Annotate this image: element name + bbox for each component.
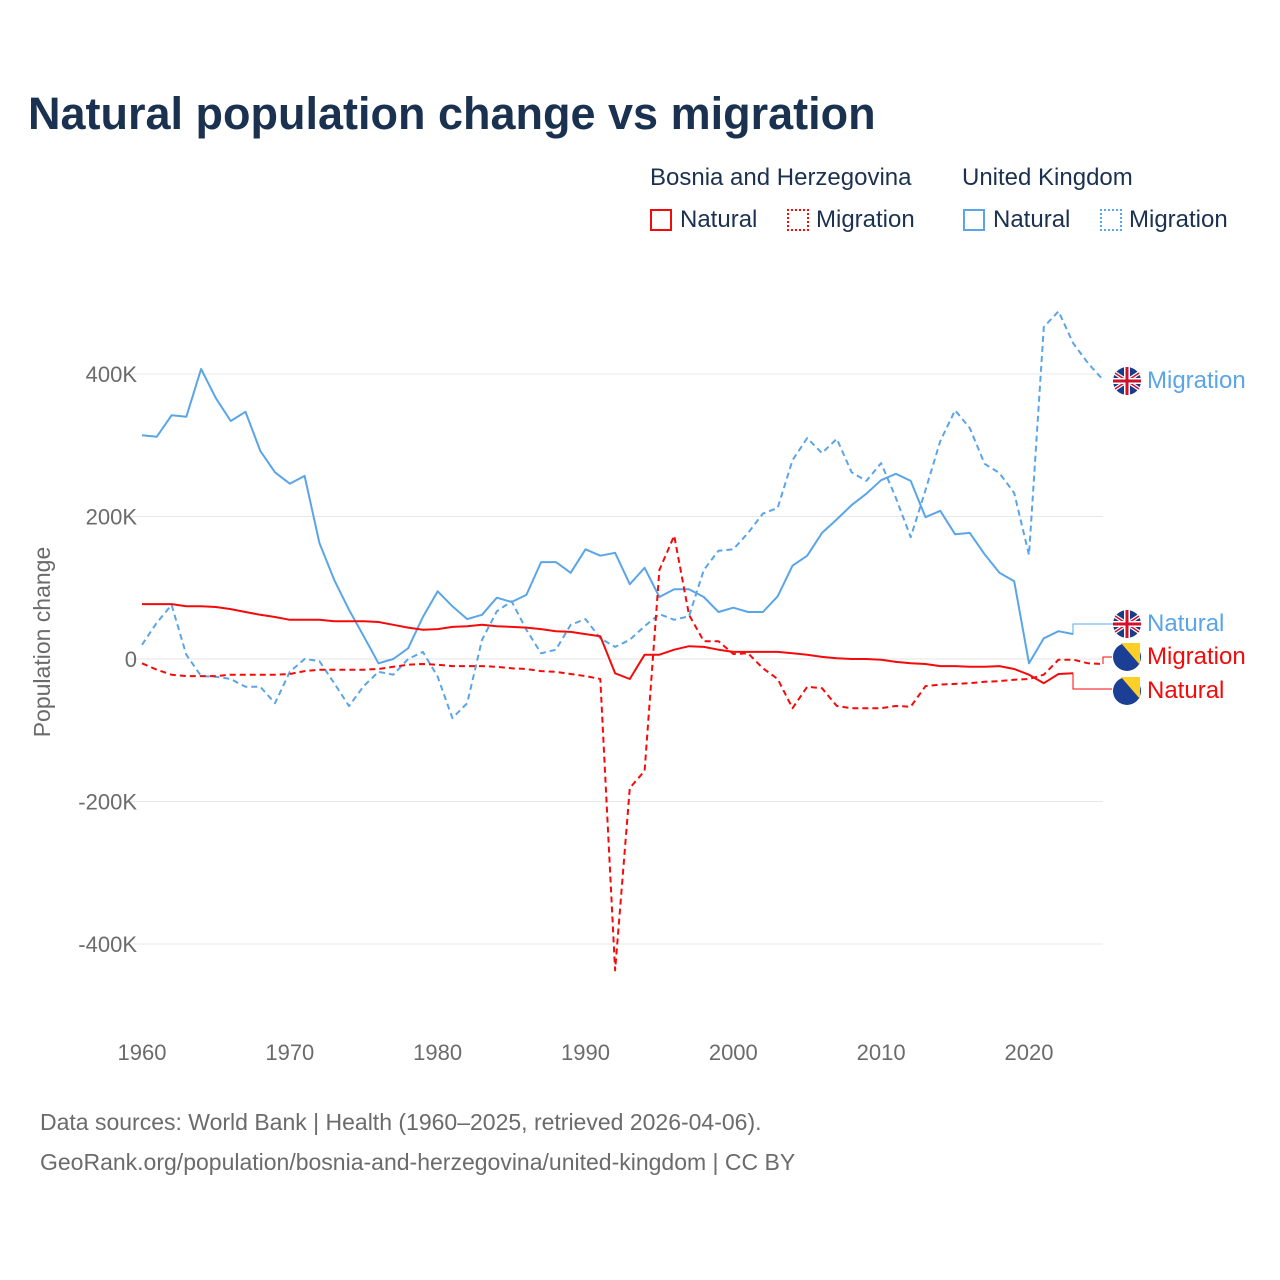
chart-title: Natural population change vs migration bbox=[28, 88, 876, 139]
connector-line bbox=[1102, 656, 1112, 664]
source-line-2[interactable]: GeoRank.org/population/bosnia-and-herzeg… bbox=[40, 1149, 796, 1175]
legend-bih-natural[interactable]: Natural bbox=[680, 206, 758, 233]
flag-triangle bbox=[1121, 677, 1140, 699]
y-tick-label: -400K bbox=[78, 932, 137, 957]
y-tick-label: 200K bbox=[86, 505, 138, 530]
series-line-uk-natural bbox=[141, 368, 1074, 665]
x-tick-label: 1960 bbox=[118, 1040, 167, 1065]
series-line-uk-migration bbox=[141, 310, 1104, 720]
connector-line bbox=[1072, 623, 1113, 634]
plot-area: 400K 200K 0 -200K -400K 1960 1970 1980 1990 2000 2… bbox=[29, 310, 1246, 1065]
legend-group-bih: Bosnia and Herzegovina bbox=[650, 164, 912, 191]
end-label-bih-migration: Migration bbox=[1147, 643, 1246, 670]
flag-cross-red bbox=[1113, 610, 1141, 638]
legend-swatch-bih-natural bbox=[650, 209, 672, 231]
source-line-1: Data sources: World Bank | Health (1960–… bbox=[40, 1109, 762, 1135]
x-tick-label: 2000 bbox=[709, 1040, 758, 1065]
flag-triangle bbox=[1121, 643, 1140, 665]
bih-flag-icon bbox=[1113, 643, 1141, 671]
end-label-bih-natural: Natural bbox=[1147, 677, 1224, 704]
y-axis-label: Population change bbox=[29, 547, 55, 738]
x-tick-label: 1980 bbox=[413, 1040, 462, 1065]
legend-uk-natural[interactable]: Natural bbox=[993, 206, 1071, 233]
legend-swatch-uk-natural bbox=[963, 209, 985, 231]
uk-flag-icon bbox=[1113, 367, 1141, 395]
y-tick-label: 0 bbox=[125, 647, 137, 672]
end-label-uk-migration: Migration bbox=[1147, 367, 1246, 394]
y-tick-label: 400K bbox=[86, 362, 138, 387]
legend-swatch-uk-migration bbox=[1100, 209, 1122, 231]
x-tick-label: 2020 bbox=[1005, 1040, 1054, 1065]
legend-group-uk: United Kingdom bbox=[962, 164, 1133, 191]
bih-flag-icon bbox=[1113, 677, 1141, 705]
uk-flag-icon bbox=[1113, 610, 1141, 638]
x-tick-label: 2010 bbox=[857, 1040, 906, 1065]
series-line-bih-migration bbox=[141, 534, 1103, 972]
y-tick-label: -200K bbox=[78, 790, 137, 815]
legend-uk-migration[interactable]: Migration bbox=[1129, 206, 1228, 233]
legend-swatch-bih-migration bbox=[787, 209, 809, 231]
end-label-uk-natural: Natural bbox=[1147, 610, 1224, 637]
series-line-bih-natural bbox=[142, 603, 1074, 685]
x-tick-label: 1970 bbox=[265, 1040, 314, 1065]
flag-cross-red bbox=[1113, 367, 1141, 395]
x-tick-label: 1990 bbox=[561, 1040, 610, 1065]
connector-line bbox=[1072, 674, 1112, 690]
legend-bih-migration[interactable]: Migration bbox=[816, 206, 915, 233]
